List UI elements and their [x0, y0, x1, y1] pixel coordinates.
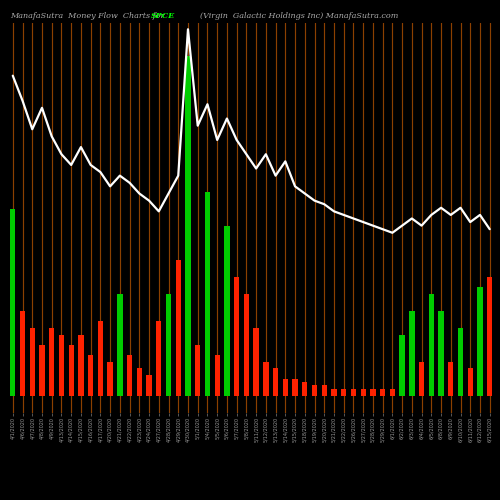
Bar	[40, 344, 44, 396]
Bar	[263, 362, 268, 396]
Bar	[146, 375, 152, 396]
Bar	[205, 192, 210, 396]
Text: ManafaSutra  Money Flow  Charts for: ManafaSutra Money Flow Charts for	[10, 12, 167, 20]
Bar	[390, 389, 395, 396]
Bar	[332, 389, 336, 396]
Bar	[68, 344, 74, 396]
Bar	[117, 294, 122, 396]
Bar	[302, 382, 308, 396]
Bar	[20, 311, 25, 396]
Bar	[380, 389, 386, 396]
Bar	[282, 378, 288, 396]
Bar	[98, 321, 103, 396]
Text: SPCE: SPCE	[151, 12, 176, 20]
Bar	[400, 334, 405, 396]
Bar	[351, 389, 356, 396]
Text: (Virgin  Galactic Holdings Inc) ManafaSutra.com: (Virgin Galactic Holdings Inc) ManafaSut…	[175, 12, 398, 20]
Bar	[195, 344, 200, 396]
Bar	[322, 386, 327, 396]
Bar	[224, 226, 230, 396]
Bar	[127, 355, 132, 396]
Bar	[341, 389, 346, 396]
Bar	[108, 362, 113, 396]
Bar	[360, 389, 366, 396]
Bar	[254, 328, 259, 396]
Bar	[186, 56, 190, 396]
Bar	[234, 277, 239, 396]
Bar	[244, 294, 249, 396]
Bar	[156, 321, 162, 396]
Bar	[448, 362, 454, 396]
Bar	[292, 378, 298, 396]
Bar	[176, 260, 181, 396]
Bar	[273, 368, 278, 396]
Bar	[478, 287, 482, 396]
Bar	[409, 311, 414, 396]
Bar	[78, 334, 84, 396]
Bar	[136, 368, 142, 396]
Bar	[468, 368, 473, 396]
Bar	[166, 294, 171, 396]
Bar	[59, 334, 64, 396]
Bar	[419, 362, 424, 396]
Bar	[30, 328, 35, 396]
Bar	[487, 277, 492, 396]
Bar	[214, 355, 220, 396]
Bar	[49, 328, 54, 396]
Bar	[458, 328, 463, 396]
Bar	[428, 294, 434, 396]
Bar	[438, 311, 444, 396]
Bar	[88, 355, 94, 396]
Bar	[312, 386, 317, 396]
Bar	[10, 209, 16, 396]
Bar	[370, 389, 376, 396]
